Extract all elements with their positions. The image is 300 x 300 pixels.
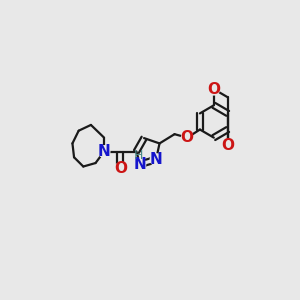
Circle shape [134, 158, 146, 170]
Text: O: O [207, 82, 220, 97]
Circle shape [222, 139, 233, 151]
Circle shape [150, 154, 162, 165]
Text: N: N [134, 157, 146, 172]
Text: H: H [134, 149, 143, 162]
Circle shape [182, 132, 193, 143]
Text: O: O [114, 161, 127, 176]
Text: O: O [181, 130, 194, 145]
Circle shape [115, 163, 126, 175]
Circle shape [208, 83, 220, 95]
Text: N: N [150, 152, 162, 167]
Text: O: O [221, 137, 234, 152]
Circle shape [98, 146, 110, 157]
Text: N: N [98, 144, 110, 159]
